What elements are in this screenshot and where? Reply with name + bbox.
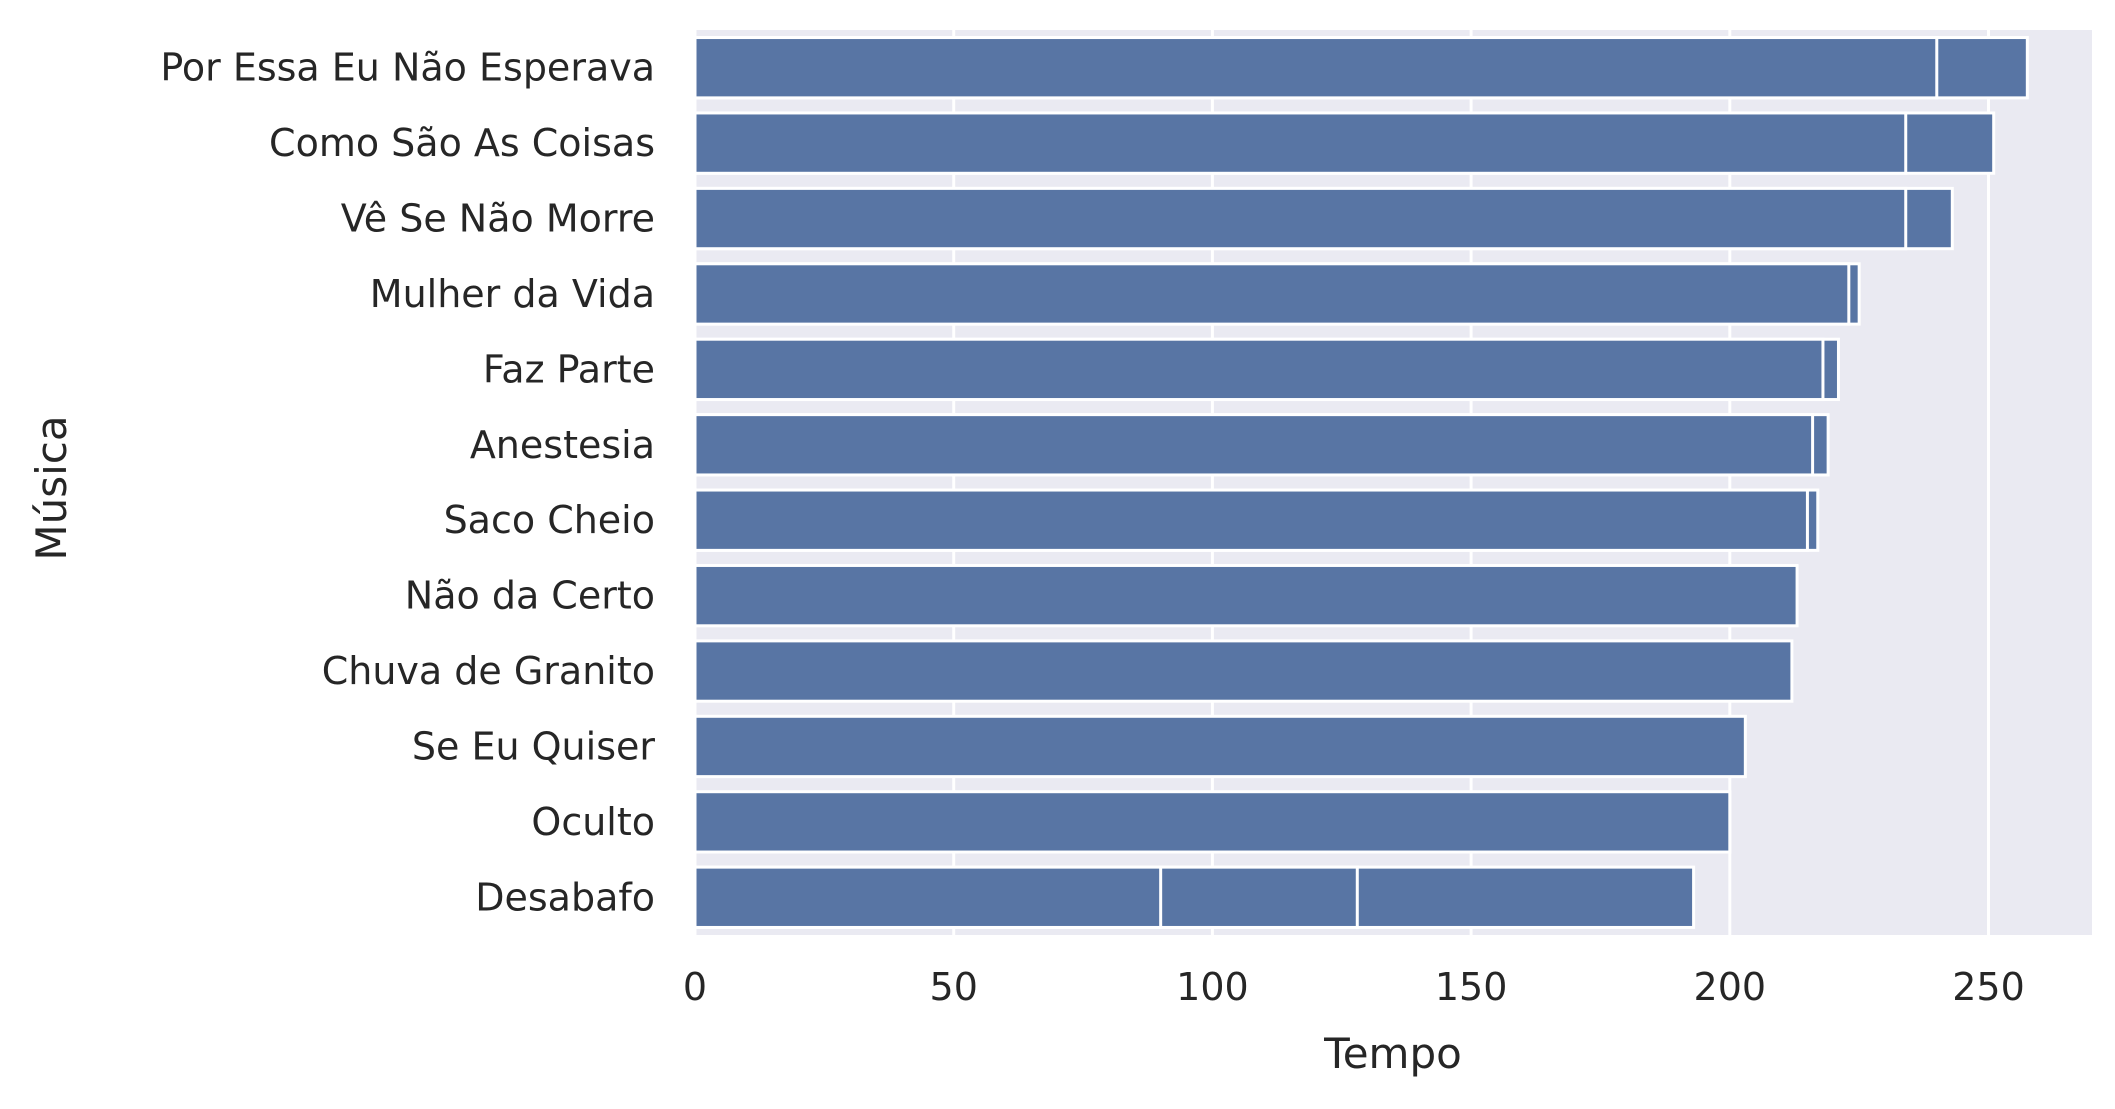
x-axis-title: Tempo xyxy=(1323,1029,1462,1078)
y-tick-label: Desabafo xyxy=(475,875,655,919)
bar-9 xyxy=(693,639,1794,703)
bar-6-segment-2 xyxy=(693,413,1815,477)
y-tick-label: Não da Certo xyxy=(405,574,655,618)
y-tick-label: Se Eu Quiser xyxy=(412,724,655,768)
x-tick-label: 250 xyxy=(1952,965,2025,1009)
bar-1-segment-2 xyxy=(693,36,1939,100)
y-tick-label: Anestesia xyxy=(470,423,655,467)
plot-area-background xyxy=(695,30,2092,935)
y-tick-label: Mulher da Vida xyxy=(370,272,655,316)
bar-3-segment-2 xyxy=(693,186,1908,251)
y-axis-ticks: Por Essa Eu Não Esperava Como São As Cois… xyxy=(160,46,655,920)
x-tick-label: 100 xyxy=(1176,965,1249,1009)
bars xyxy=(693,36,2029,929)
x-tick-label: 50 xyxy=(930,965,978,1009)
bar-7-segment-2 xyxy=(693,488,1809,552)
x-axis-ticks: 0 50 100 150 200 250 xyxy=(683,965,2025,1009)
bar-10 xyxy=(693,714,1747,779)
x-tick-label: 200 xyxy=(1694,965,1767,1009)
y-tick-label: Vê Se Não Morre xyxy=(341,197,655,241)
bar-2-segment-2 xyxy=(693,111,1908,175)
y-tick-label: Por Essa Eu Não Esperava xyxy=(160,46,655,90)
x-tick-label: 0 xyxy=(683,965,707,1009)
bar-12-segment-3 xyxy=(693,865,1163,929)
y-tick-label: Oculto xyxy=(531,800,655,844)
bar-4-segment-2 xyxy=(693,262,1851,326)
bar-8 xyxy=(693,563,1799,628)
bar-11 xyxy=(693,790,1732,854)
bar-5-segment-2 xyxy=(693,337,1825,402)
y-tick-label: Como São As Coisas xyxy=(269,121,655,165)
y-tick-label: Chuva de Granito xyxy=(322,649,655,693)
y-axis-title: Música xyxy=(27,415,76,560)
x-tick-label: 150 xyxy=(1435,965,1508,1009)
grid-lines xyxy=(693,30,1991,935)
y-tick-label: Saco Cheio xyxy=(444,498,655,542)
y-tick-label: Faz Parte xyxy=(483,347,655,391)
